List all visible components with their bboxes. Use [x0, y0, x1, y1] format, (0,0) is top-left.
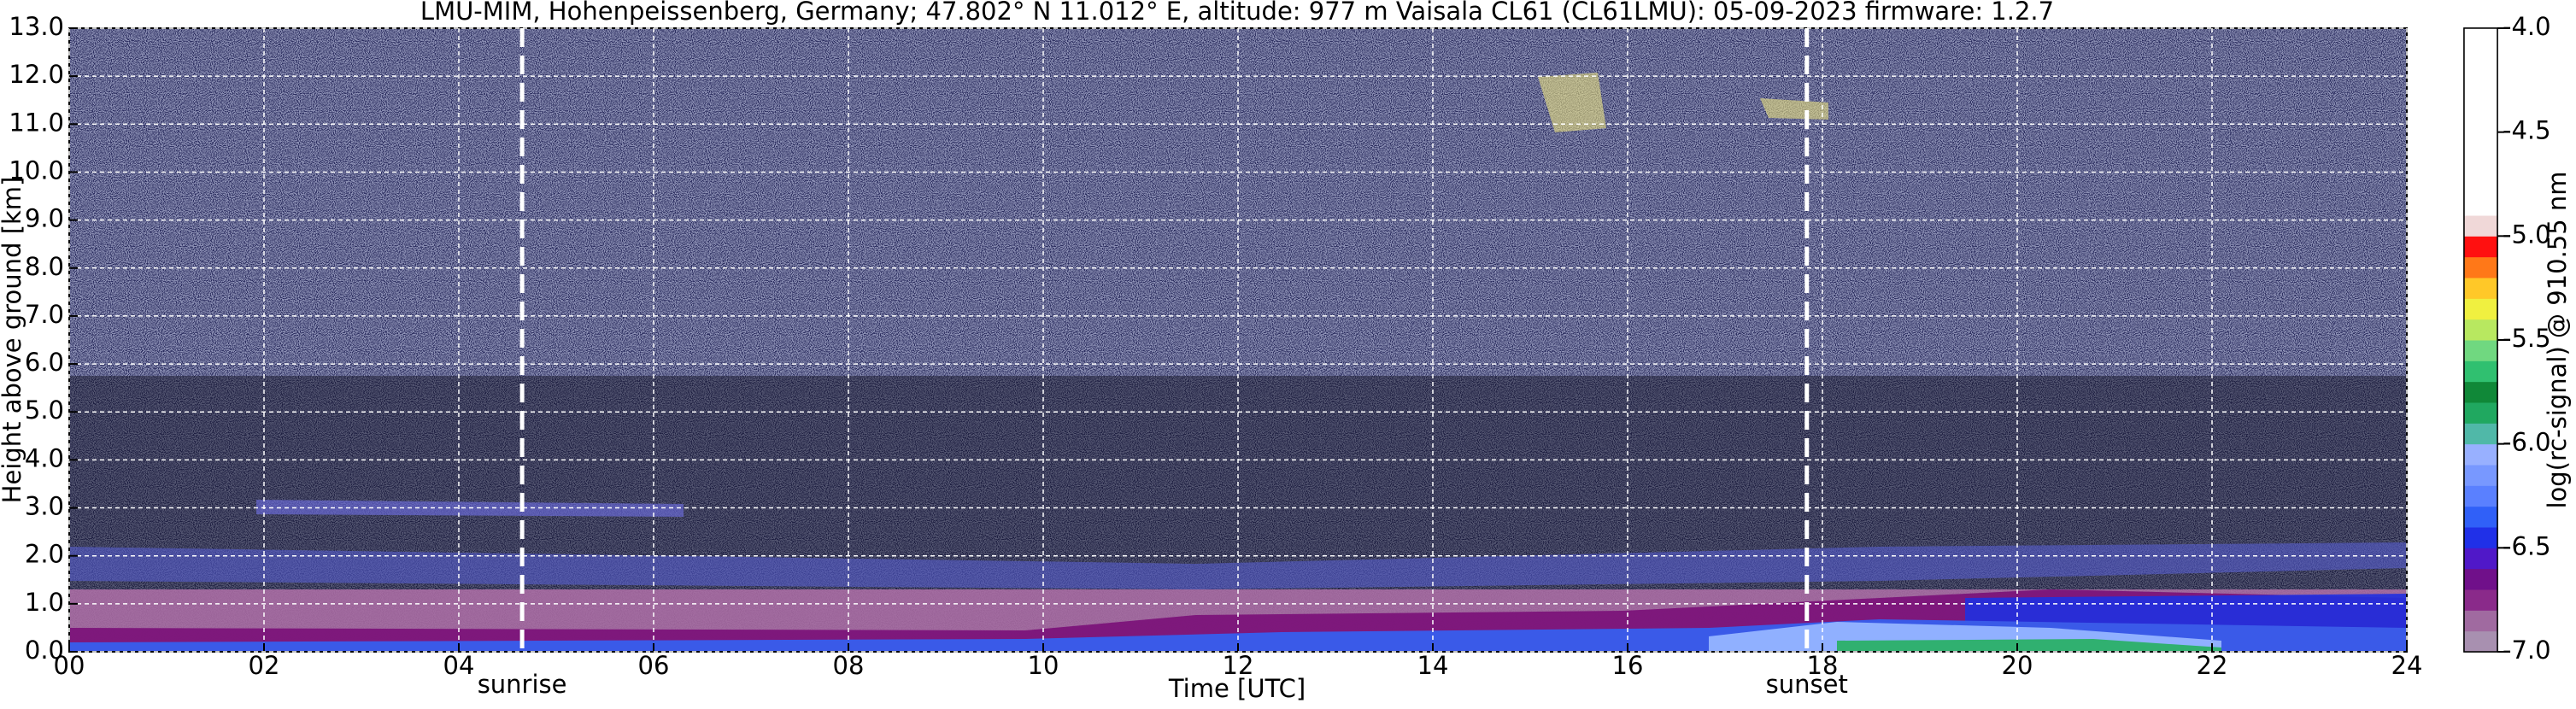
- colorbar-swatch: [2464, 340, 2497, 361]
- colorbar-swatch: [2464, 28, 2497, 50]
- y-tick-label: 3.0: [25, 492, 64, 521]
- x-tick-label: 20: [2002, 651, 2033, 680]
- x-tick-label: 00: [54, 651, 85, 680]
- x-tick-label: 08: [833, 651, 865, 680]
- colorbar-tick-label: -5.5: [2503, 324, 2551, 353]
- y-tick-label: 2.0: [25, 540, 64, 569]
- colorbar-swatch: [2464, 465, 2497, 486]
- colorbar-tick-label: -6.0: [2503, 428, 2551, 457]
- y-tick-label: 7.0: [25, 300, 64, 329]
- colorbar-swatch: [2464, 319, 2497, 341]
- x-tick-label: 16: [1612, 651, 1644, 680]
- colorbar-tick-label: -4.5: [2503, 116, 2551, 145]
- colorbar-swatch: [2464, 236, 2497, 258]
- colorbar-swatch: [2464, 194, 2497, 216]
- y-axis-label: Height above ground [km]: [0, 177, 26, 504]
- x-tick-label: 12: [1223, 651, 1254, 680]
- y-tick-label: 10.0: [9, 155, 64, 185]
- colorbar-swatch: [2464, 527, 2497, 548]
- colorbar-swatch: [2464, 132, 2497, 154]
- colorbar-tick-label: -6.5: [2503, 531, 2551, 560]
- colorbar-swatch: [2464, 548, 2497, 570]
- colorbar-swatch: [2464, 111, 2497, 133]
- x-tick-label: 24: [2391, 651, 2423, 680]
- y-tick-label: 13.0: [9, 12, 64, 41]
- colorbar-swatch: [2464, 91, 2497, 112]
- colorbar-swatch: [2464, 630, 2497, 653]
- colorbar-swatch: [2464, 610, 2497, 632]
- y-tick-label: 5.0: [25, 396, 64, 425]
- cloud: [1760, 98, 1828, 120]
- colorbar-swatch: [2464, 381, 2497, 403]
- x-tick-label: 02: [249, 651, 280, 680]
- colorbar-swatch: [2464, 298, 2497, 320]
- colorbar-swatch: [2464, 568, 2497, 590]
- x-tick-label: 18: [1807, 651, 1839, 680]
- colorbar-swatch: [2464, 443, 2497, 466]
- colorbar-tick-label: -7.0: [2503, 636, 2551, 665]
- y-tick-label: 6.0: [25, 348, 64, 377]
- colorbar-tick-label: -4.0: [2503, 12, 2551, 41]
- colorbar-swatch: [2464, 69, 2497, 91]
- x-axis-label: Time [UTC]: [1168, 674, 1306, 703]
- colorbar-swatch: [2464, 215, 2497, 237]
- cloud: [1538, 73, 1606, 132]
- y-tick-label: 1.0: [25, 588, 64, 617]
- colorbar-swatch: [2464, 423, 2497, 445]
- colorbar-swatch: [2464, 153, 2497, 174]
- colorbar-swatch: [2464, 278, 2497, 299]
- y-tick-label: 8.0: [25, 252, 64, 281]
- x-tick-label: 04: [443, 651, 475, 680]
- y-tick-label: 11.0: [9, 108, 64, 137]
- surface-layer: [1837, 639, 2221, 652]
- x-tick-label: 22: [2197, 651, 2228, 680]
- colorbar-swatch: [2464, 360, 2497, 383]
- colorbar-swatch: [2464, 589, 2497, 611]
- x-tick-label: 10: [1028, 651, 1059, 680]
- y-tick-label: 0.0: [25, 636, 64, 665]
- colorbar-swatch: [2464, 256, 2497, 278]
- chart-title: LMU-MIM, Hohenpeissenberg, Germany; 47.8…: [420, 0, 2054, 26]
- colorbar-swatch: [2464, 173, 2497, 196]
- x-tick-label: 14: [1417, 651, 1449, 680]
- colorbar-swatch: [2464, 485, 2497, 507]
- y-tick-label: 9.0: [25, 204, 64, 233]
- y-tick-label: 12.0: [9, 60, 64, 89]
- x-tick-label: 06: [638, 651, 670, 680]
- colorbar-label: log(rc-signal) @ 910.55 nm: [2543, 171, 2572, 508]
- annotation-label: sunset: [1766, 670, 1848, 699]
- colorbar-tick-label: -5.0: [2503, 220, 2551, 249]
- y-tick-label: 4.0: [25, 443, 64, 472]
- colorbar-swatch: [2464, 402, 2497, 424]
- annotation-label: sunrise: [478, 670, 567, 699]
- colorbar-swatch: [2464, 506, 2497, 528]
- colorbar-swatch: [2464, 49, 2497, 71]
